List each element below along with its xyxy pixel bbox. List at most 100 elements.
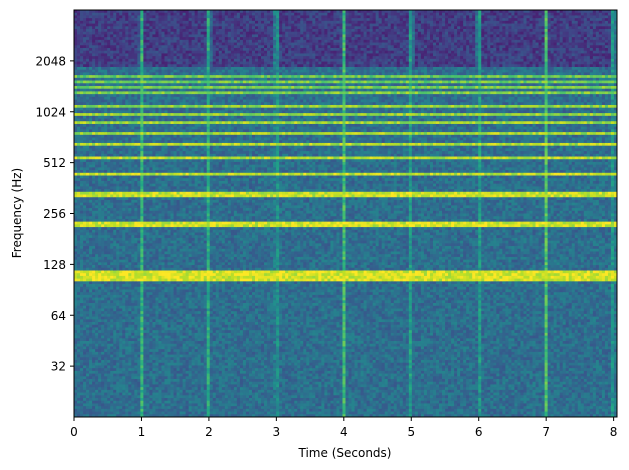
spectrogram-cell bbox=[74, 360, 78, 364]
spectrogram-cell bbox=[149, 199, 153, 204]
spectrogram-cell bbox=[125, 115, 129, 119]
spectrogram-cell bbox=[110, 384, 114, 388]
spectrogram-cell bbox=[170, 15, 174, 19]
spectrogram-cell bbox=[80, 327, 84, 331]
spectrogram-cell bbox=[77, 121, 81, 125]
spectrogram-cell bbox=[92, 218, 96, 223]
spectrogram-cell bbox=[80, 53, 84, 57]
spectrogram-cell bbox=[113, 132, 117, 136]
spectrogram-cell bbox=[146, 330, 150, 334]
spectrogram-cell bbox=[80, 66, 84, 71]
spectrogram-cell bbox=[134, 370, 138, 374]
spectrogram-cell bbox=[86, 134, 90, 138]
spectrogram-cell bbox=[146, 281, 150, 285]
spectrogram-cell bbox=[116, 362, 120, 366]
spectrogram-cell bbox=[101, 72, 105, 76]
spectrogram-cell bbox=[170, 94, 174, 98]
spectrogram-cell bbox=[77, 148, 81, 152]
spectrogram-cell bbox=[107, 256, 111, 261]
spectrogram-cell bbox=[113, 360, 117, 364]
spectrogram-cell bbox=[167, 292, 171, 296]
spectrogram-cell bbox=[98, 349, 102, 353]
spectrogram-cell bbox=[131, 243, 135, 247]
spectrogram-cell bbox=[149, 142, 153, 147]
spectrogram-cell bbox=[101, 170, 105, 174]
spectrogram-cell bbox=[137, 316, 141, 320]
spectrogram-cell bbox=[137, 189, 141, 193]
spectrogram-cell bbox=[125, 175, 129, 179]
spectrogram-cell bbox=[83, 343, 87, 347]
spectrogram-cell bbox=[119, 311, 123, 315]
spectrogram-cell bbox=[158, 129, 162, 133]
spectrogram-cell bbox=[98, 289, 102, 293]
spectrogram-cell bbox=[101, 123, 105, 128]
spectrogram-cell bbox=[131, 360, 135, 364]
spectrogram-cell bbox=[161, 75, 165, 79]
spectrogram-cell bbox=[161, 83, 165, 87]
spectrogram-cell bbox=[104, 218, 108, 223]
spectrogram-cell bbox=[152, 351, 156, 355]
spectrogram-cell bbox=[167, 197, 171, 201]
spectrogram-cell bbox=[77, 53, 81, 57]
spectrogram-cell bbox=[74, 327, 78, 331]
spectrogram-cell bbox=[152, 210, 156, 214]
spectrogram-cell bbox=[83, 197, 87, 201]
spectrogram-cell bbox=[119, 408, 123, 412]
spectrogram-cell bbox=[158, 83, 162, 87]
spectrogram-cell bbox=[95, 123, 99, 128]
spectrogram-cell bbox=[101, 110, 105, 114]
spectrogram-cell bbox=[92, 23, 96, 27]
spectrogram-cell bbox=[95, 278, 99, 282]
spectrogram-cell bbox=[119, 286, 123, 290]
spectrogram-cell bbox=[149, 132, 153, 136]
spectrogram-cell bbox=[140, 47, 144, 52]
spectrogram-cell bbox=[89, 85, 93, 90]
spectrogram-cell bbox=[104, 303, 108, 307]
spectrogram-cell bbox=[173, 110, 177, 114]
spectrogram-cell bbox=[89, 381, 93, 385]
spectrogram-cell bbox=[137, 88, 141, 92]
spectrogram-cell bbox=[122, 360, 126, 364]
spectrogram-cell bbox=[143, 99, 147, 103]
spectrogram-cell bbox=[143, 275, 147, 280]
spectrogram-cell bbox=[89, 75, 93, 79]
spectrogram-cell bbox=[158, 275, 162, 280]
spectrogram-cell bbox=[107, 341, 111, 345]
spectrogram-cell bbox=[116, 202, 120, 206]
spectrogram-cell bbox=[95, 292, 99, 296]
spectrogram-cell bbox=[125, 164, 129, 168]
spectrogram-cell bbox=[74, 64, 78, 68]
spectrogram-cell bbox=[161, 142, 165, 147]
spectrogram-cell bbox=[146, 156, 150, 160]
spectrogram-cell bbox=[152, 153, 156, 157]
spectrogram-cell bbox=[77, 210, 81, 214]
spectrogram-cell bbox=[143, 12, 147, 16]
spectrogram-cell bbox=[170, 156, 174, 160]
spectrogram-cell bbox=[140, 77, 144, 81]
spectrogram-cell bbox=[158, 145, 162, 149]
spectrogram-cell bbox=[149, 39, 153, 43]
spectrogram-cell bbox=[104, 300, 108, 304]
spectrogram-cell bbox=[98, 164, 102, 168]
spectrogram-cell bbox=[161, 408, 165, 412]
spectrogram-cell bbox=[161, 251, 165, 255]
spectrogram-cell bbox=[92, 20, 96, 24]
spectrogram-cell bbox=[98, 148, 102, 152]
spectrogram-cell bbox=[77, 327, 81, 331]
spectrogram-cell bbox=[143, 42, 147, 46]
spectrogram-cell bbox=[161, 229, 165, 233]
spectrogram-cell bbox=[95, 56, 99, 60]
spectrogram-cell bbox=[89, 140, 93, 144]
spectrogram-cell bbox=[122, 368, 126, 372]
spectrogram-cell bbox=[80, 284, 84, 288]
spectrogram-cell bbox=[95, 115, 99, 119]
spectrogram-cell bbox=[74, 303, 78, 307]
spectrogram-cell bbox=[98, 303, 102, 307]
spectrogram-cell bbox=[122, 31, 126, 35]
spectrogram-cell bbox=[107, 379, 111, 383]
spectrogram-cell bbox=[137, 389, 141, 393]
spectrogram-cell bbox=[110, 199, 114, 204]
spectrogram-cell bbox=[107, 191, 111, 195]
spectrogram-cell bbox=[110, 77, 114, 81]
spectrogram-cell bbox=[137, 202, 141, 206]
